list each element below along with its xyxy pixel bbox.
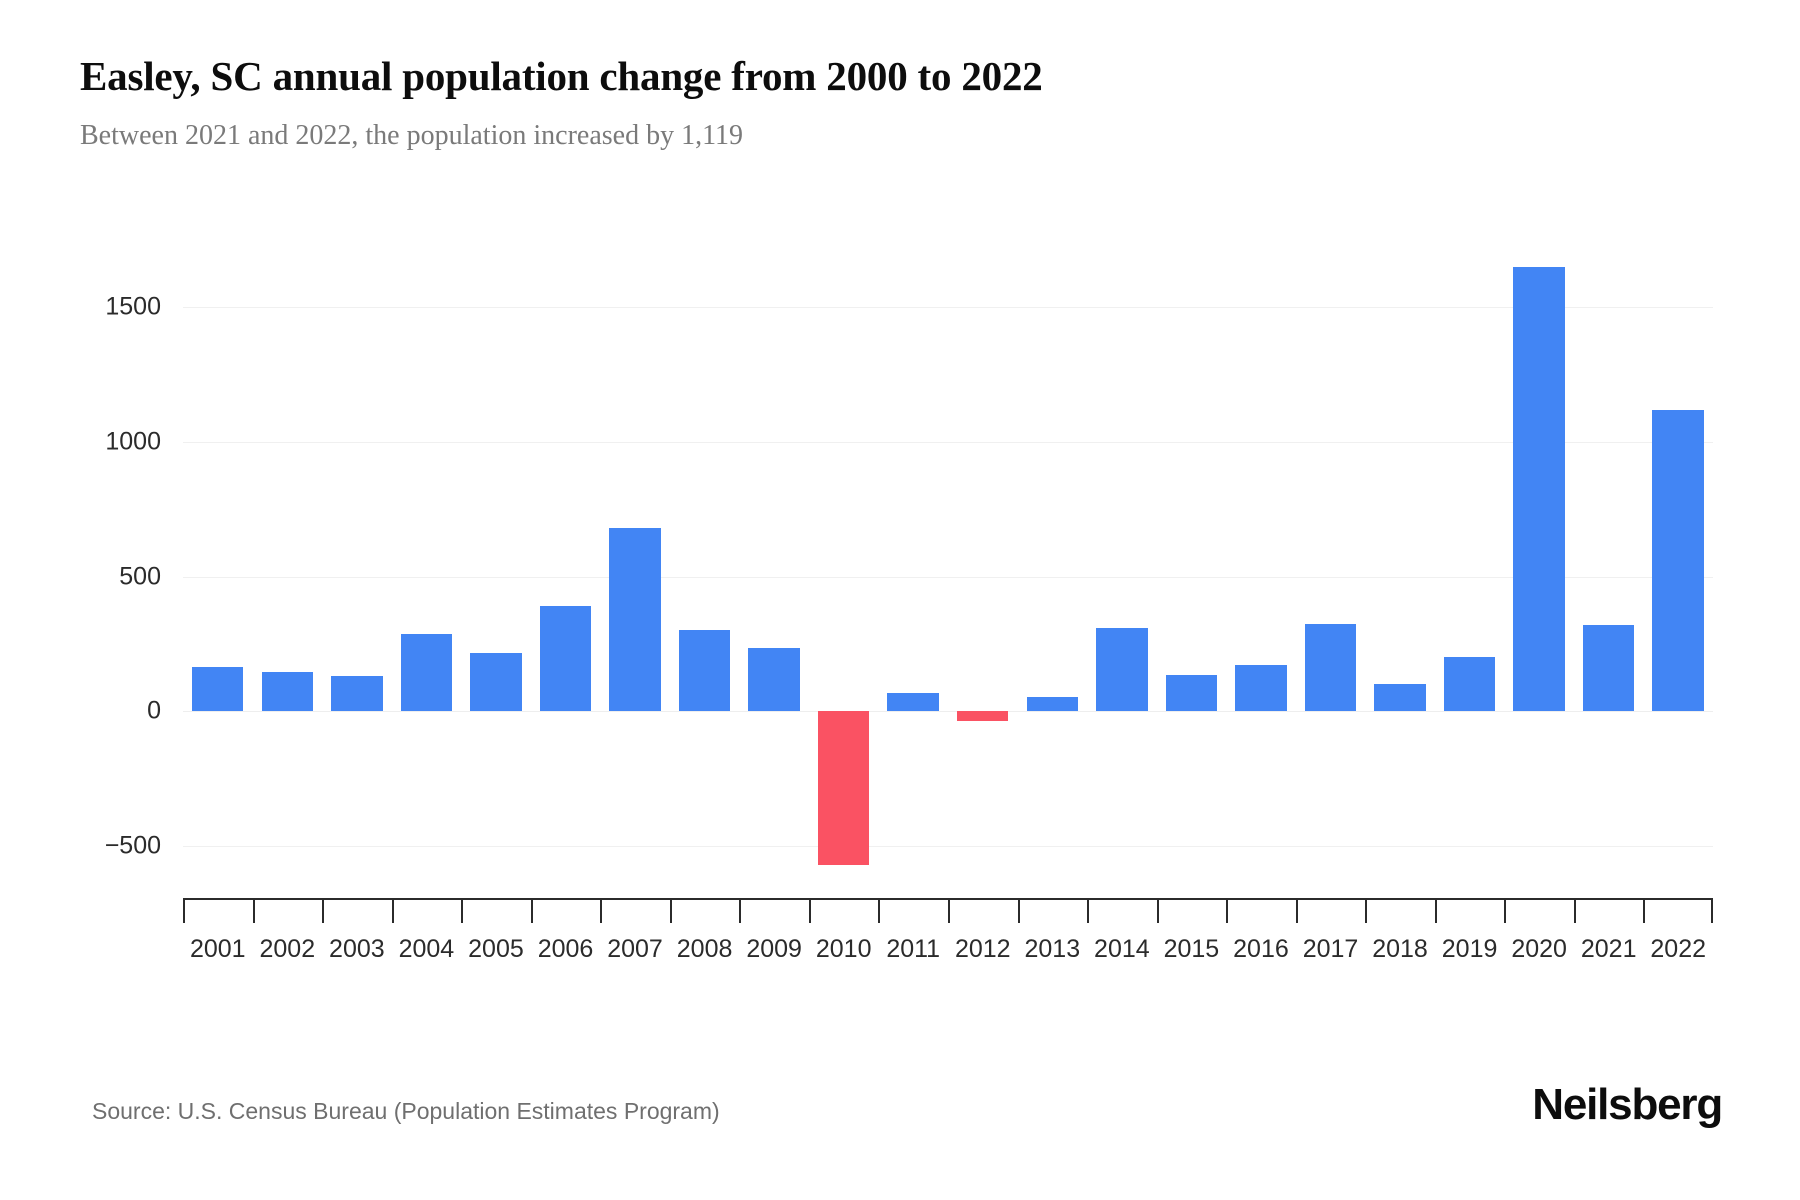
bar-2015[interactable]: [1165, 675, 1218, 712]
bar-2012[interactable]: [957, 711, 1009, 721]
x-tick-label-2001: 2001: [189, 935, 246, 963]
gridline-1500: [183, 307, 1713, 309]
y-tick-label: 1500: [105, 292, 161, 321]
x-tick-label-2019: 2019: [1441, 935, 1498, 963]
x-tick: [1643, 900, 1646, 923]
bar-2004[interactable]: [400, 633, 453, 712]
y-tick-label: 500: [119, 562, 161, 591]
brand-logo: Neilsberg: [1532, 1080, 1723, 1129]
bar-2016[interactable]: [1235, 665, 1287, 712]
bar-2014[interactable]: [1096, 627, 1148, 712]
x-tick: [461, 900, 464, 923]
bar-2009[interactable]: [748, 647, 800, 712]
bar-2013[interactable]: [1026, 696, 1079, 712]
y-tick-label: 0: [147, 696, 161, 725]
x-tick: [1434, 900, 1437, 923]
x-tick-label-2007: 2007: [607, 935, 663, 963]
x-tick-label-2004: 2004: [398, 935, 455, 963]
bar-2018[interactable]: [1374, 683, 1426, 712]
x-tick: [669, 900, 672, 923]
bar-2011[interactable]: [887, 693, 939, 712]
bar-2002[interactable]: [261, 671, 314, 712]
x-tick: [1017, 900, 1020, 923]
x-tick-label-2011: 2011: [886, 935, 941, 963]
x-tick-label-2016: 2016: [1233, 935, 1289, 963]
bar-2006[interactable]: [539, 605, 592, 712]
x-tick-label-2021: 2021: [1580, 935, 1637, 963]
x-tick-label-2008: 2008: [676, 935, 733, 963]
x-tick-label-2014: 2014: [1094, 935, 1150, 963]
x-tick-label-2013: 2013: [1024, 935, 1081, 963]
bar-2001[interactable]: [192, 666, 244, 712]
x-tick: [1226, 900, 1229, 923]
bar-2010[interactable]: [817, 711, 870, 865]
x-tick-label-2020: 2020: [1511, 935, 1567, 963]
bar-series: [183, 240, 1713, 900]
x-tick-label-2015: 2015: [1163, 935, 1220, 963]
x-tick-label-2003: 2003: [329, 935, 385, 963]
x-tick-label-2012: 2012: [954, 935, 1011, 963]
x-tick: [183, 900, 185, 923]
source-note: Source: U.S. Census Bureau (Population E…: [92, 1098, 720, 1124]
x-tick: [1711, 900, 1713, 923]
page-title: Easley, SC annual population change from…: [80, 53, 1043, 99]
x-tick-label-2002: 2002: [259, 935, 316, 963]
x-axis-line: [183, 898, 1713, 900]
gridline-0: [183, 711, 1713, 713]
x-tick: [1504, 900, 1507, 923]
x-tick: [1573, 900, 1576, 923]
x-tick: [739, 900, 742, 923]
x-tick: [391, 900, 394, 923]
bar-2005[interactable]: [470, 652, 522, 712]
gridline-1000: [183, 442, 1713, 444]
x-tick: [808, 900, 811, 923]
bar-2017[interactable]: [1304, 623, 1357, 712]
x-tick: [252, 900, 255, 923]
x-tick: [948, 900, 950, 923]
x-tick: [1156, 900, 1159, 923]
x-tick-label-2022: 2022: [1650, 935, 1707, 963]
bar-2003[interactable]: [331, 675, 383, 712]
x-tick-label-2018: 2018: [1372, 935, 1428, 963]
x-tick: [600, 900, 603, 923]
gridline--500: [183, 846, 1713, 848]
x-tick: [1365, 900, 1368, 923]
x-tick-label-2006: 2006: [537, 935, 594, 963]
bar-2007[interactable]: [609, 528, 661, 712]
bar-2019[interactable]: [1443, 657, 1496, 712]
x-tick-label-2009: 2009: [746, 935, 802, 963]
gridline-500: [183, 576, 1713, 578]
bar-2020[interactable]: [1513, 266, 1565, 712]
x-tick-label-2005: 2005: [468, 935, 524, 963]
bar-2021[interactable]: [1582, 625, 1635, 712]
x-tick-label-2017: 2017: [1302, 935, 1359, 963]
page-subtitle: Between 2021 and 2022, the population in…: [80, 120, 744, 151]
bar-2022[interactable]: [1652, 409, 1704, 712]
y-tick-label: −500: [104, 831, 161, 860]
y-tick-label: 1000: [105, 427, 161, 456]
x-tick: [878, 900, 881, 923]
plot-area: 1500 1000 500 0 −500: [105, 240, 1713, 900]
bar-2008[interactable]: [678, 629, 731, 712]
x-tick: [322, 900, 325, 923]
x-tick: [530, 900, 533, 923]
x-tick-label-2010: 2010: [815, 935, 872, 963]
x-tick: [1295, 900, 1298, 923]
x-tick: [1087, 900, 1090, 923]
